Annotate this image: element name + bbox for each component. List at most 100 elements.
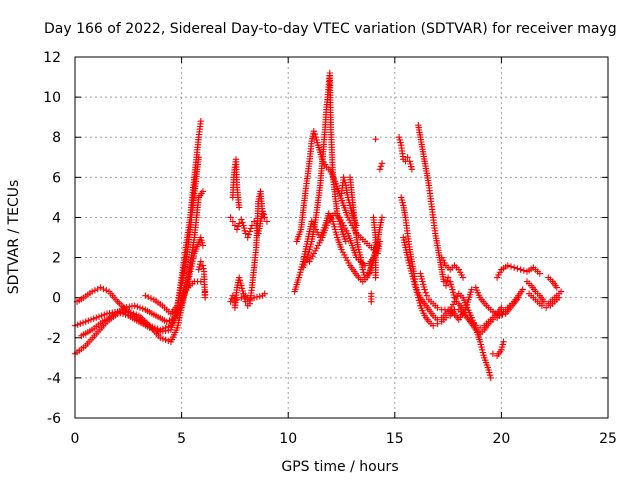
series-track-d [78, 234, 207, 339]
point-track-r-93 [486, 369, 493, 376]
point-track-t-72 [449, 289, 457, 296]
point-track-l-46 [311, 131, 319, 138]
y-tick-label-8: 10 [43, 90, 61, 106]
point-track-q-0 [395, 134, 403, 141]
point-track-s-14 [408, 270, 416, 277]
point-track-k-62 [344, 257, 351, 264]
point-track-b-43 [159, 335, 167, 342]
point-track-u-59 [515, 294, 522, 301]
chart-title: Day 166 of 2022, Sidereal Day-to-day VTE… [44, 21, 617, 37]
point-track-m-140 [337, 223, 344, 230]
point-track-d-39 [166, 317, 173, 324]
point-track-o-30 [356, 249, 363, 256]
point-track-k-59 [339, 249, 347, 256]
point-track-s-18 [411, 281, 418, 288]
point-track-s-53 [476, 324, 484, 331]
point-track-p-18 [347, 204, 354, 212]
point-track-w-6 [499, 341, 506, 348]
point-track-d-40 [169, 315, 176, 323]
point-track-l-58 [322, 161, 329, 168]
point-track-u-50 [499, 311, 506, 318]
point-track-n-52 [377, 163, 385, 170]
point-track-s-16 [410, 275, 417, 283]
point-track-a-3 [79, 319, 87, 326]
point-track-g-25 [242, 298, 249, 305]
series-track-z [525, 290, 563, 311]
point-track-f-1 [196, 263, 203, 271]
point-track-x-7 [507, 263, 515, 270]
point-track-h-4 [234, 223, 242, 230]
x-tick-label-3: 15 [386, 431, 404, 447]
point-track-t-66 [444, 277, 451, 284]
point-track-n-6 [314, 242, 322, 249]
point-track-z-6 [538, 302, 546, 309]
point-track-v-12 [459, 274, 467, 281]
point-track-g-21 [239, 287, 246, 295]
point-track-g-19 [238, 282, 245, 289]
point-track-n-26 [343, 227, 350, 234]
point-track-a-121 [197, 118, 204, 125]
point-track-k-52 [333, 231, 340, 238]
point-track-a-6 [87, 316, 95, 323]
point-track-o-29 [355, 246, 362, 253]
point-track-g-16 [236, 274, 243, 281]
point-track-a-5 [85, 317, 92, 324]
series-track-x [493, 262, 543, 281]
point-track-s-36 [434, 320, 441, 327]
point-track-g-23 [240, 293, 248, 300]
point-track-m-5 [304, 251, 312, 259]
point-track-o-39 [361, 271, 368, 279]
point-track-u-49 [496, 312, 503, 319]
point-track-j-8 [246, 296, 253, 303]
point-track-t-97 [489, 316, 497, 323]
point-track-z-12 [555, 294, 563, 301]
point-track-v-11 [458, 271, 465, 279]
point-track-m-4 [304, 254, 311, 261]
point-track-a-9 [95, 313, 103, 320]
x-tick-label-1: 5 [177, 431, 186, 447]
point-track-x-8 [511, 264, 518, 271]
y-tick-label-2: -2 [47, 331, 61, 347]
point-track-n-25 [341, 224, 349, 232]
y-tick-label-4: 2 [52, 251, 61, 267]
point-track-s-17 [410, 278, 418, 285]
point-track-r-59 [452, 295, 460, 303]
point-track-t-71 [449, 286, 456, 293]
y-tick-label-3: 0 [52, 291, 61, 307]
point-track-u-0 [417, 270, 424, 277]
point-track-p-6 [340, 174, 347, 181]
series-track-u [417, 270, 522, 323]
y-tick-label-9: 12 [43, 50, 61, 66]
point-track-t-65 [443, 279, 450, 287]
point-track-h-0 [227, 214, 234, 221]
point-track-h-9 [240, 224, 248, 232]
point-track-u-4 [420, 281, 427, 288]
point-track-t-69 [447, 281, 455, 288]
point-track-n-0 [306, 258, 313, 265]
point-track-r-81 [476, 338, 484, 345]
point-track-v-1 [439, 257, 447, 264]
point-track-n-16 [326, 216, 333, 224]
point-track-s-9 [405, 257, 412, 264]
y-tick-label-7: 8 [52, 130, 61, 146]
point-track-v-9 [455, 266, 462, 273]
point-track-c-7 [88, 288, 96, 295]
series-track-w [489, 338, 507, 359]
point-track-z-7 [543, 304, 550, 311]
series-track-t [415, 122, 526, 337]
point-track-q-1 [396, 136, 403, 144]
point-track-m-6 [305, 249, 312, 256]
point-track-t-68 [447, 278, 454, 285]
point-track-d-74 [197, 234, 204, 241]
point-track-p-25 [353, 222, 360, 229]
point-track-p-55 [372, 274, 379, 281]
point-track-r-83 [478, 343, 485, 351]
point-track-j-0 [227, 298, 234, 305]
point-track-h-17 [250, 218, 258, 225]
point-track-r-94 [486, 372, 494, 379]
point-track-n-2 [309, 253, 316, 260]
point-track-c-9 [94, 285, 101, 293]
point-track-d-76 [199, 239, 206, 246]
point-track-p-7 [341, 176, 348, 184]
point-track-d-26 [136, 304, 144, 311]
